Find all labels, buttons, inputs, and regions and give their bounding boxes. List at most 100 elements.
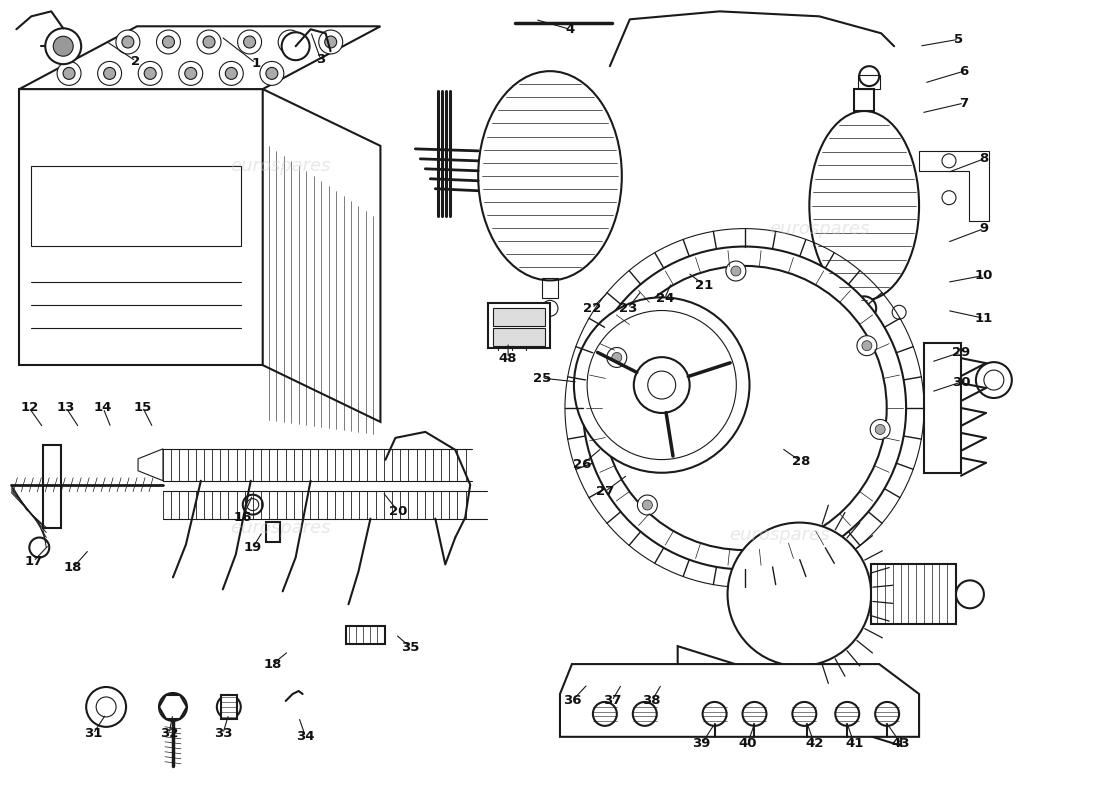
Circle shape — [857, 336, 877, 356]
Circle shape — [238, 30, 262, 54]
Text: eurospares: eurospares — [729, 526, 829, 543]
Text: 48: 48 — [499, 352, 517, 365]
Bar — [855, 89, 875, 111]
Polygon shape — [43, 445, 62, 527]
Circle shape — [612, 353, 621, 362]
Circle shape — [792, 702, 816, 726]
Circle shape — [144, 67, 156, 79]
Text: eurospares: eurospares — [230, 157, 331, 175]
Polygon shape — [20, 26, 381, 89]
Bar — [31, 166, 241, 246]
Text: 14: 14 — [94, 402, 112, 414]
Circle shape — [607, 347, 627, 367]
Circle shape — [246, 498, 258, 510]
Circle shape — [185, 67, 197, 79]
Text: 17: 17 — [24, 555, 43, 568]
Text: 24: 24 — [656, 292, 674, 305]
Circle shape — [703, 702, 727, 726]
Circle shape — [648, 371, 675, 399]
Bar — [493, 328, 544, 346]
Text: 22: 22 — [583, 302, 601, 315]
Text: eurospares: eurospares — [230, 518, 331, 537]
Circle shape — [278, 30, 303, 54]
Polygon shape — [678, 646, 901, 746]
Text: 13: 13 — [57, 402, 76, 414]
Text: 34: 34 — [296, 730, 315, 743]
Text: 8: 8 — [979, 152, 989, 166]
Text: 4: 4 — [565, 22, 574, 36]
Text: 41: 41 — [845, 738, 864, 750]
Text: 42: 42 — [805, 738, 824, 750]
Circle shape — [266, 67, 278, 79]
Circle shape — [204, 36, 214, 48]
Circle shape — [226, 67, 238, 79]
Circle shape — [45, 28, 81, 64]
Circle shape — [139, 62, 162, 86]
Ellipse shape — [478, 71, 622, 281]
Bar — [493, 308, 544, 326]
Circle shape — [260, 62, 284, 86]
Text: 20: 20 — [389, 505, 408, 518]
Text: 36: 36 — [563, 694, 581, 707]
Circle shape — [583, 246, 906, 570]
Circle shape — [587, 310, 736, 459]
Text: 39: 39 — [692, 738, 711, 750]
Text: 30: 30 — [952, 375, 970, 389]
Circle shape — [634, 357, 690, 413]
Polygon shape — [920, 151, 989, 221]
Circle shape — [542, 300, 558, 316]
Circle shape — [876, 425, 886, 434]
Circle shape — [197, 30, 221, 54]
Circle shape — [282, 32, 309, 60]
Polygon shape — [560, 664, 920, 737]
Circle shape — [593, 702, 617, 726]
Circle shape — [179, 62, 202, 86]
Text: 19: 19 — [243, 541, 262, 554]
Circle shape — [217, 695, 241, 719]
Circle shape — [726, 261, 746, 281]
Circle shape — [942, 190, 956, 205]
Circle shape — [739, 686, 776, 722]
Text: 2: 2 — [132, 54, 141, 68]
Polygon shape — [263, 89, 381, 422]
Circle shape — [219, 62, 243, 86]
Circle shape — [63, 67, 75, 79]
Text: 10: 10 — [975, 269, 993, 282]
Circle shape — [96, 697, 117, 717]
Circle shape — [730, 266, 741, 276]
Circle shape — [742, 702, 767, 726]
Circle shape — [324, 36, 337, 48]
Text: 38: 38 — [642, 694, 661, 707]
Polygon shape — [138, 449, 163, 481]
Circle shape — [116, 30, 140, 54]
Bar — [858, 75, 880, 89]
Circle shape — [862, 341, 872, 350]
Circle shape — [859, 66, 879, 86]
Circle shape — [574, 298, 749, 473]
Circle shape — [603, 266, 887, 550]
Circle shape — [98, 62, 122, 86]
Bar — [542, 278, 558, 298]
Circle shape — [956, 580, 983, 608]
Bar — [737, 681, 822, 726]
Text: 26: 26 — [573, 458, 591, 471]
Bar — [871, 565, 956, 624]
Bar — [345, 626, 385, 644]
Circle shape — [870, 419, 890, 439]
Circle shape — [53, 36, 74, 56]
Polygon shape — [924, 343, 961, 473]
Bar — [488, 303, 550, 348]
Text: 25: 25 — [532, 371, 551, 385]
Text: 21: 21 — [695, 279, 714, 292]
Circle shape — [122, 36, 134, 48]
Circle shape — [284, 36, 296, 48]
Text: 23: 23 — [618, 302, 637, 315]
Text: 3: 3 — [316, 53, 326, 66]
Circle shape — [852, 296, 877, 320]
Circle shape — [103, 67, 116, 79]
Text: 16: 16 — [233, 511, 252, 524]
Circle shape — [243, 36, 255, 48]
Text: 43: 43 — [892, 738, 911, 750]
Circle shape — [30, 538, 50, 558]
Circle shape — [160, 693, 187, 721]
